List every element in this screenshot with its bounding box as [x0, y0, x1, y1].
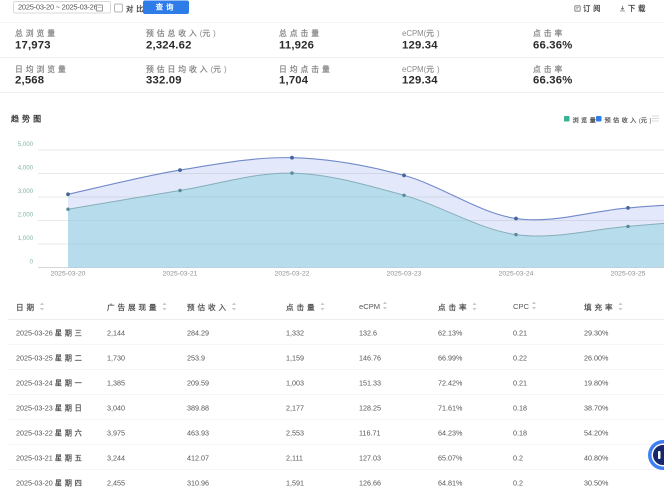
svg-text:1,000: 1,000	[18, 235, 34, 242]
svg-text:2,000: 2,000	[18, 211, 34, 218]
svg-text:2025-03-23: 2025-03-23	[387, 271, 422, 278]
svg-text:2025-03-25: 2025-03-25	[611, 271, 646, 278]
svg-text:4,000: 4,000	[18, 164, 34, 171]
svg-text:2025-03-24: 2025-03-24	[499, 271, 534, 278]
svg-text:2025-03-22: 2025-03-22	[275, 271, 310, 278]
svg-text:2025-03-21: 2025-03-21	[163, 271, 198, 278]
svg-text:5,000: 5,000	[18, 141, 34, 148]
svg-text:2025-03-20: 2025-03-20	[51, 271, 86, 278]
svg-text:0: 0	[30, 258, 34, 265]
svg-text:3,000: 3,000	[18, 188, 34, 195]
